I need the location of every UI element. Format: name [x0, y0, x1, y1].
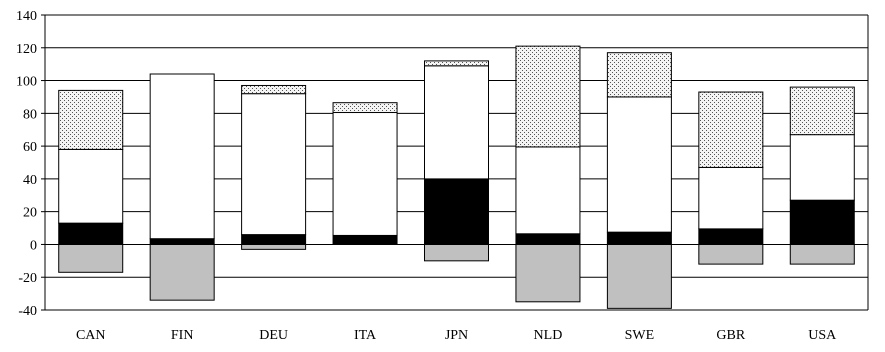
x-tick-label-usa: USA	[808, 328, 837, 343]
bar-segment-can-s3	[58, 89, 124, 150]
axes: -40 -20 0 20 40 60 80 100 120 140 CAN FIN DEU ITA JPN N…	[16, 9, 869, 343]
bar-segment-jpn-s1	[424, 178, 489, 245]
x-tick-label-fin: FIN	[171, 328, 194, 343]
x-tick-label-deu: DEU	[259, 328, 288, 343]
bar-segment-deu-s4	[241, 243, 307, 250]
y-tick-label: -40	[18, 304, 37, 319]
bar-segment-usa-s4	[789, 243, 855, 265]
bars	[58, 45, 855, 309]
y-tick-label: 140	[16, 9, 37, 24]
bar-segment-gbr-s2	[698, 166, 764, 230]
bar-segment-swe-s3	[606, 52, 672, 98]
x-tick-label-can: CAN	[76, 328, 106, 343]
bar-segment-gbr-s1	[698, 228, 764, 245]
y-tick-label: 0	[30, 238, 37, 253]
bar-segment-nld-s2	[515, 146, 581, 235]
bar-segment-usa-s3	[789, 86, 855, 136]
bar-segment-deu-s2	[241, 93, 307, 236]
bar-segment-deu-s3	[241, 84, 307, 95]
bar-segment-nld-s1	[515, 233, 581, 245]
bar-segment-can-s4	[58, 243, 124, 273]
bar-segment-swe-s2	[606, 96, 672, 233]
y-tick-label: 40	[23, 173, 37, 188]
bar-segment-jpn-s3	[424, 60, 489, 67]
x-tick-label-ita: ITA	[354, 328, 377, 343]
bar-segment-jpn-s4	[424, 243, 489, 262]
bar-segment-usa-s1	[789, 199, 855, 245]
bar-segment-gbr-s3	[698, 91, 764, 168]
bar-segment-fin-s4	[149, 243, 215, 301]
bar-segment-ita-s3	[332, 102, 398, 114]
y-tick-label: 60	[23, 140, 37, 155]
bar-segment-nld-s4	[515, 243, 581, 303]
y-tick-label: 120	[16, 42, 37, 57]
bar-segment-nld-s3	[515, 45, 581, 148]
bar-segment-swe-s4	[606, 243, 672, 309]
bar-segment-usa-s2	[789, 134, 855, 201]
bar-segment-can-s2	[58, 148, 124, 224]
x-tick-label-gbr: GBR	[716, 328, 745, 343]
y-tick-label: 100	[16, 75, 37, 90]
bar-segment-jpn-s2	[424, 65, 489, 180]
y-tick-label: -20	[18, 271, 37, 286]
y-tick-label: 20	[23, 206, 37, 221]
bar-segment-ita-s1	[332, 234, 398, 245]
bar-segment-ita-s2	[332, 112, 398, 236]
bar-segment-gbr-s4	[698, 243, 764, 265]
x-tick-label-jpn: JPN	[445, 328, 468, 343]
x-tick-label-swe: SWE	[625, 328, 655, 343]
bar-segment-fin-s2	[149, 73, 215, 240]
bar-segment-deu-s1	[241, 234, 307, 245]
y-tick-label: 80	[23, 107, 37, 122]
bar-segment-swe-s1	[606, 231, 672, 245]
x-tick-label-nld: NLD	[534, 328, 563, 343]
bar-segment-can-s1	[58, 222, 124, 245]
bar-segment-fin-s1	[149, 238, 215, 245]
